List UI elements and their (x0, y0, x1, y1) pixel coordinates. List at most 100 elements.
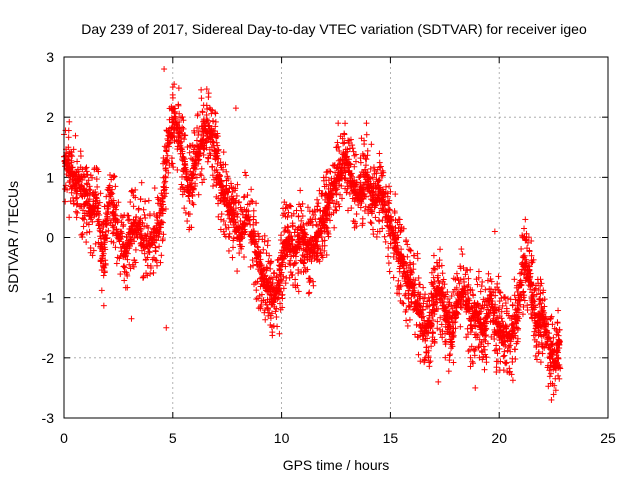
data-point (86, 186, 93, 193)
data-point (100, 223, 107, 230)
data-point (90, 204, 97, 211)
data-point (117, 236, 124, 243)
data-point (82, 165, 89, 172)
data-point (120, 263, 127, 270)
data-point (66, 214, 73, 221)
data-point (100, 272, 107, 279)
data-point (124, 212, 131, 219)
data-point (112, 183, 119, 190)
data-point (119, 233, 126, 240)
data-point (121, 277, 128, 284)
data-point (87, 187, 94, 194)
data-point (103, 222, 110, 229)
data-point (115, 199, 122, 206)
data-point (64, 186, 71, 193)
data-point (124, 256, 131, 263)
data-point (96, 221, 103, 228)
data-point (105, 227, 112, 234)
data-point (110, 174, 117, 181)
y-tick-labels: -3 -2 -1 0 1 2 3 (42, 49, 55, 426)
data-point (102, 260, 109, 267)
data-point (101, 264, 108, 271)
data-point (113, 202, 120, 209)
y-tick-label: 2 (46, 109, 54, 125)
data-point (65, 134, 72, 141)
data-point (81, 216, 88, 223)
data-point (68, 189, 75, 196)
data-point (87, 172, 94, 179)
y-tick-label: -1 (42, 290, 55, 306)
data-point (74, 194, 81, 201)
data-point (73, 214, 80, 221)
y-axis-label: SDTVAR / TECUs (5, 181, 21, 293)
data-point (113, 260, 120, 267)
data-point (74, 209, 81, 216)
data-point (93, 211, 100, 218)
x-tick-label: 20 (491, 430, 507, 446)
x-tick-label: 25 (600, 430, 616, 446)
y-tick-label: -2 (42, 350, 55, 366)
data-point (109, 186, 116, 193)
data-point (107, 172, 114, 179)
data-point (93, 164, 100, 171)
data-point (102, 246, 109, 253)
data-point (69, 164, 76, 171)
x-tick-label: 10 (274, 430, 290, 446)
data-points (61, 66, 564, 403)
data-point (110, 197, 117, 204)
data-point (80, 207, 87, 214)
data-point (93, 176, 100, 183)
data-point (96, 225, 103, 232)
data-point (83, 180, 90, 187)
data-point (112, 212, 119, 219)
y-tick-label: 3 (46, 49, 54, 65)
data-point (117, 271, 124, 278)
data-point (62, 198, 69, 205)
data-point (89, 252, 96, 259)
data-point (101, 239, 108, 246)
chart-title: Day 239 of 2017, Sidereal Day-to-day VTE… (81, 21, 587, 37)
data-point (104, 235, 111, 242)
data-point (96, 211, 103, 218)
data-point (69, 153, 76, 160)
data-point (112, 206, 119, 213)
data-point (95, 202, 102, 209)
data-point (85, 221, 92, 228)
data-point (121, 264, 128, 271)
data-point (120, 221, 127, 228)
data-point (70, 146, 77, 153)
data-point (86, 228, 93, 235)
data-point (100, 250, 107, 257)
x-tick-label: 0 (60, 430, 68, 446)
data-point (114, 217, 121, 224)
data-point (79, 166, 86, 173)
data-point (100, 302, 107, 309)
data-point (95, 168, 102, 175)
data-point (104, 203, 111, 210)
data-point (86, 183, 93, 190)
data-point (97, 190, 104, 197)
data-point (83, 164, 90, 171)
x-tick-labels: 0 5 10 15 20 25 (60, 430, 616, 446)
x-tick-label: 15 (383, 430, 399, 446)
data-point (90, 247, 97, 254)
data-point (85, 177, 92, 184)
data-point (112, 244, 119, 251)
data-point (83, 239, 90, 246)
y-tick-label: 1 (46, 169, 54, 185)
x-tick-label: 5 (169, 430, 177, 446)
data-point (98, 287, 105, 294)
y-tick-label: 0 (46, 230, 54, 246)
data-point (86, 196, 93, 203)
data-point (68, 157, 75, 164)
data-point (83, 229, 90, 236)
data-point (75, 168, 82, 175)
y-tick-label: -3 (42, 410, 55, 426)
data-point (65, 127, 72, 134)
data-point (124, 284, 131, 291)
data-point (123, 271, 130, 278)
data-point (79, 230, 86, 237)
data-point (80, 223, 87, 230)
data-point (96, 199, 103, 206)
